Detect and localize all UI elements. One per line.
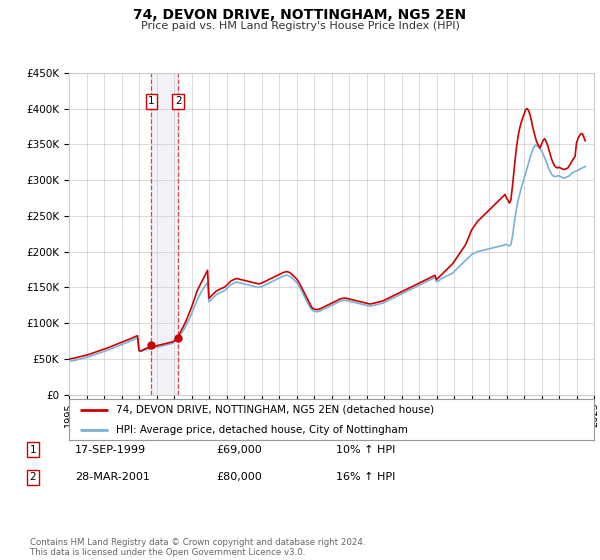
- Text: £69,000: £69,000: [216, 445, 262, 455]
- Text: 74, DEVON DRIVE, NOTTINGHAM, NG5 2EN (detached house): 74, DEVON DRIVE, NOTTINGHAM, NG5 2EN (de…: [116, 405, 434, 415]
- Text: 28-MAR-2001: 28-MAR-2001: [75, 472, 150, 482]
- Text: 17-SEP-1999: 17-SEP-1999: [75, 445, 146, 455]
- Text: HPI: Average price, detached house, City of Nottingham: HPI: Average price, detached house, City…: [116, 424, 408, 435]
- Text: Contains HM Land Registry data © Crown copyright and database right 2024.
This d: Contains HM Land Registry data © Crown c…: [30, 538, 365, 557]
- Text: 2: 2: [29, 472, 37, 482]
- Text: £80,000: £80,000: [216, 472, 262, 482]
- Text: 2: 2: [175, 96, 182, 106]
- Text: 1: 1: [148, 96, 155, 106]
- Text: 16% ↑ HPI: 16% ↑ HPI: [336, 472, 395, 482]
- Text: Price paid vs. HM Land Registry's House Price Index (HPI): Price paid vs. HM Land Registry's House …: [140, 21, 460, 31]
- Text: 10% ↑ HPI: 10% ↑ HPI: [336, 445, 395, 455]
- Text: 1: 1: [29, 445, 37, 455]
- Text: 74, DEVON DRIVE, NOTTINGHAM, NG5 2EN: 74, DEVON DRIVE, NOTTINGHAM, NG5 2EN: [133, 8, 467, 22]
- Bar: [151, 73, 178, 395]
